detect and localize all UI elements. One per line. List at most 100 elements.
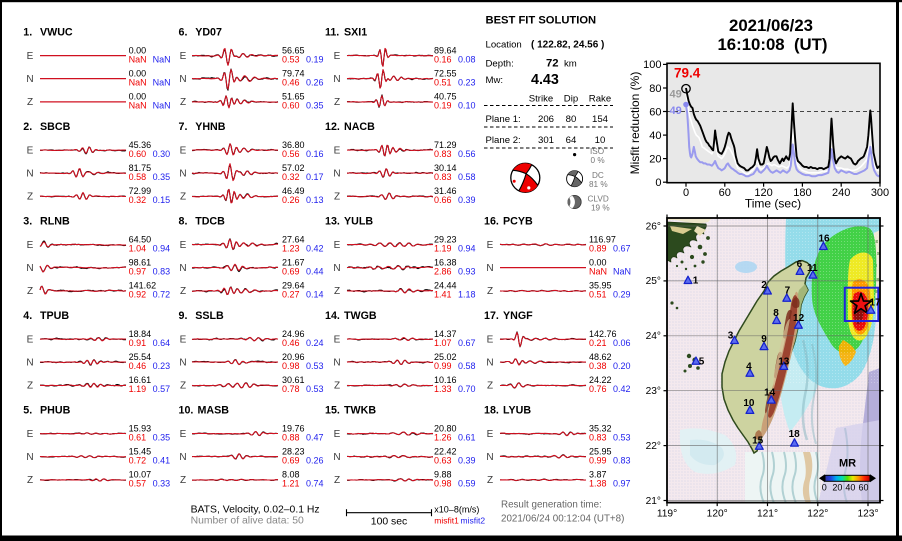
svg-text:BATS, Velocity, 0.02–0.1 Hz: BATS, Velocity, 0.02–0.1 Hz xyxy=(191,504,320,515)
svg-text:29.64: 29.64 xyxy=(282,281,305,291)
svg-text:N: N xyxy=(26,357,33,368)
svg-text:NaN: NaN xyxy=(129,54,147,64)
svg-text:PHUB: PHUB xyxy=(40,404,71,416)
svg-text:20.96: 20.96 xyxy=(282,352,305,362)
svg-text:E: E xyxy=(27,429,34,440)
svg-text:LYUB: LYUB xyxy=(503,404,531,416)
svg-text:TPUB: TPUB xyxy=(40,310,69,322)
svg-text:N: N xyxy=(486,263,493,274)
svg-text:122°: 122° xyxy=(807,509,828,520)
svg-text:0.61: 0.61 xyxy=(458,432,476,442)
svg-text:30.61: 30.61 xyxy=(282,375,305,385)
svg-text:0.92: 0.92 xyxy=(129,290,147,300)
svg-text:51.65: 51.65 xyxy=(282,92,305,102)
svg-text:79.74: 79.74 xyxy=(282,68,305,78)
svg-text:5: 5 xyxy=(699,357,705,368)
svg-text:40.75: 40.75 xyxy=(434,92,457,102)
svg-text:N: N xyxy=(486,357,493,368)
svg-text:14.37: 14.37 xyxy=(434,329,457,339)
svg-text:3.87: 3.87 xyxy=(589,470,607,480)
svg-text:4.: 4. xyxy=(23,310,32,322)
svg-text:Z: Z xyxy=(487,475,493,486)
svg-text:0.83: 0.83 xyxy=(613,455,631,465)
svg-text:Rake: Rake xyxy=(589,93,611,104)
svg-text:N: N xyxy=(26,263,33,274)
svg-text:0.74: 0.74 xyxy=(306,479,324,489)
svg-text:48.62: 48.62 xyxy=(589,352,612,362)
svg-text:E: E xyxy=(334,51,341,62)
svg-text:80: 80 xyxy=(649,83,661,95)
svg-text:21°: 21° xyxy=(646,496,661,507)
svg-text:2.86: 2.86 xyxy=(434,266,452,276)
svg-text:MR: MR xyxy=(839,458,856,470)
svg-text:15: 15 xyxy=(752,436,764,447)
svg-text:Misfit reduction (%): Misfit reduction (%) xyxy=(628,72,642,175)
svg-text:15.45: 15.45 xyxy=(129,446,152,456)
svg-text:35.95: 35.95 xyxy=(589,281,612,291)
svg-text:NACB: NACB xyxy=(344,121,375,133)
svg-text:81 %: 81 % xyxy=(589,180,608,189)
svg-text:7.: 7. xyxy=(179,121,188,133)
svg-text:24.44: 24.44 xyxy=(434,281,457,291)
svg-text:40: 40 xyxy=(845,483,855,493)
svg-text:9: 9 xyxy=(761,334,767,345)
svg-text:misfit2: misfit2 xyxy=(461,515,486,525)
svg-text:BEST FIT SOLUTION: BEST FIT SOLUTION xyxy=(486,15,597,27)
svg-text:0.57: 0.57 xyxy=(129,479,147,489)
svg-text:8.: 8. xyxy=(179,215,188,227)
svg-text:N: N xyxy=(179,74,186,85)
svg-text:9.88: 9.88 xyxy=(434,470,452,480)
svg-text:0.83: 0.83 xyxy=(589,432,607,442)
svg-text:20.80: 20.80 xyxy=(434,423,457,433)
svg-text:71.29: 71.29 xyxy=(434,140,457,150)
svg-text:0.35: 0.35 xyxy=(153,172,171,182)
svg-text:60: 60 xyxy=(719,187,731,199)
svg-text:79.4: 79.4 xyxy=(674,66,701,81)
svg-text:0.26: 0.26 xyxy=(282,195,300,205)
svg-text:0.16: 0.16 xyxy=(306,149,324,159)
svg-text:km: km xyxy=(564,58,577,69)
svg-text:NaN: NaN xyxy=(153,101,171,111)
svg-text:NaN: NaN xyxy=(153,54,171,64)
svg-text:206: 206 xyxy=(538,114,554,125)
svg-text:20: 20 xyxy=(649,153,661,165)
svg-text:0.21: 0.21 xyxy=(589,338,607,348)
svg-text:0.44: 0.44 xyxy=(306,266,324,276)
svg-text:13: 13 xyxy=(778,357,790,368)
svg-text:0.16: 0.16 xyxy=(434,54,452,64)
svg-text:YNGF: YNGF xyxy=(503,310,533,322)
svg-text:0.46: 0.46 xyxy=(129,361,147,371)
svg-text:0.42: 0.42 xyxy=(306,243,324,253)
svg-text:0.66: 0.66 xyxy=(434,195,452,205)
svg-text:0.46: 0.46 xyxy=(282,77,300,87)
svg-text:16: 16 xyxy=(818,234,830,245)
svg-text:5.: 5. xyxy=(23,404,32,416)
svg-text:16.: 16. xyxy=(484,215,499,227)
svg-text:0.53: 0.53 xyxy=(306,384,324,394)
svg-text:0.32: 0.32 xyxy=(129,195,147,205)
svg-text:E: E xyxy=(180,429,187,440)
svg-text:0.97: 0.97 xyxy=(129,266,147,276)
svg-text:19.76: 19.76 xyxy=(282,423,305,433)
svg-text:SBCB: SBCB xyxy=(40,121,71,133)
svg-text:46.49: 46.49 xyxy=(282,186,305,196)
svg-text:18.: 18. xyxy=(484,404,499,416)
svg-text:Z: Z xyxy=(27,286,33,297)
svg-text:Z: Z xyxy=(334,97,340,108)
svg-text:CLVD: CLVD xyxy=(588,194,609,203)
svg-text:0.98: 0.98 xyxy=(282,361,300,371)
svg-text:Depth:: Depth: xyxy=(486,58,514,69)
svg-text:PCYB: PCYB xyxy=(503,215,533,227)
svg-text:Plane 1:: Plane 1: xyxy=(486,114,521,125)
svg-text:E: E xyxy=(334,240,341,251)
svg-text:E: E xyxy=(180,51,187,62)
svg-text:14.: 14. xyxy=(325,310,340,322)
svg-text:0.93: 0.93 xyxy=(458,266,476,276)
svg-text:10: 10 xyxy=(743,398,755,409)
svg-text:0.00: 0.00 xyxy=(129,45,147,55)
svg-text:Location: Location xyxy=(486,39,522,50)
svg-text:0.53: 0.53 xyxy=(306,361,324,371)
svg-text:0.19: 0.19 xyxy=(434,101,452,111)
svg-text:1.38: 1.38 xyxy=(589,479,607,489)
svg-text:180: 180 xyxy=(793,187,811,199)
